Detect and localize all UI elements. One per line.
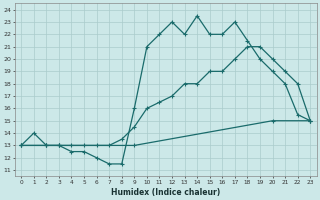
X-axis label: Humidex (Indice chaleur): Humidex (Indice chaleur): [111, 188, 220, 197]
